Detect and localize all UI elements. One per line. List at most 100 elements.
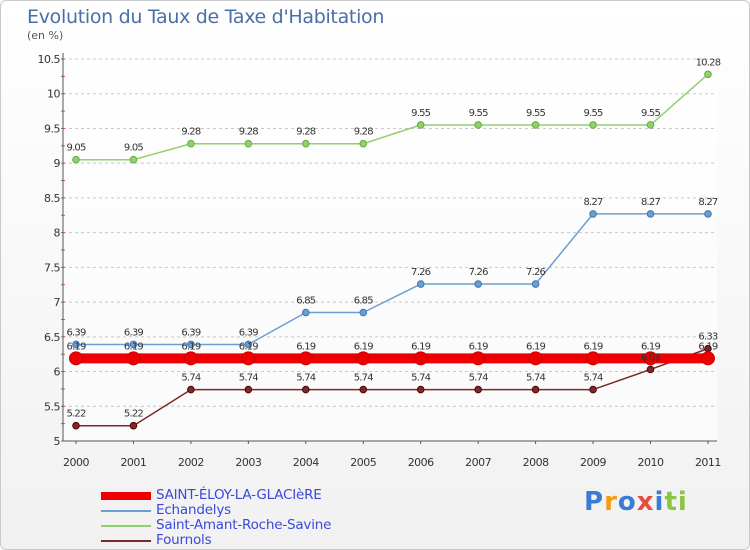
- data-label: 9.05: [124, 143, 144, 154]
- data-point: [359, 308, 368, 317]
- x-tick-label: 2006: [408, 456, 434, 469]
- legend-label: SAINT-ÉLOY-LA-GLACIèRE: [156, 487, 322, 503]
- data-point: [298, 351, 313, 366]
- data-label: 6.19: [124, 341, 144, 352]
- data-point: [126, 351, 141, 366]
- data-label: 6.85: [354, 296, 374, 307]
- x-tick-label: 2007: [465, 456, 491, 469]
- x-tick-label: 2004: [293, 456, 319, 469]
- y-axis-unit: (en %): [27, 29, 64, 42]
- data-point: [129, 340, 138, 349]
- data-point: [72, 340, 80, 349]
- data-point: [72, 155, 80, 164]
- data-label: 9.55: [584, 108, 604, 119]
- data-point: [129, 421, 138, 430]
- series-0: [69, 351, 715, 366]
- y-tick-label: 10: [47, 88, 60, 101]
- data-point: [646, 365, 655, 374]
- y-tick-label: 8: [54, 227, 61, 240]
- data-label: 8.27: [698, 197, 718, 208]
- data-label: 6.39: [124, 327, 144, 338]
- data-point: [531, 385, 540, 394]
- data-point: [359, 139, 368, 148]
- data-label: 6.19: [354, 341, 374, 352]
- data-label: 5.74: [181, 373, 201, 384]
- data-point: [589, 385, 597, 394]
- data-label: 6.19: [239, 341, 259, 352]
- data-labels-3: 5.22 5.22 5.74 5.74 5.74 5.74 5.74 5.74 5.74 5.74…: [66, 332, 718, 420]
- data-point: [646, 121, 655, 129]
- data-point: [69, 351, 83, 366]
- data-labels-2: 9.05 9.05 9.28 9.28 9.28 9.28 9.55 9.55 9.55 9.55…: [66, 57, 721, 154]
- data-label: 6.19: [698, 341, 718, 352]
- data-label: 8.27: [641, 197, 661, 208]
- data-point: [416, 280, 425, 288]
- data-label: 6.19: [411, 341, 431, 352]
- x-tick-label: 2001: [120, 456, 146, 469]
- data-point: [531, 121, 540, 129]
- logo-letter: i: [677, 487, 688, 517]
- data-point: [586, 351, 601, 366]
- legend-label: Echandelys: [156, 502, 231, 518]
- data-point: [416, 385, 425, 394]
- data-point: [302, 308, 310, 317]
- data-point: [183, 351, 198, 366]
- x-tick-label: 2010: [638, 456, 664, 469]
- x-tick-label: 2009: [580, 456, 606, 469]
- data-point: [528, 351, 543, 366]
- y-tick-label: 8.5: [44, 192, 60, 205]
- data-label: 8.27: [584, 197, 604, 208]
- data-label: 5.74: [296, 373, 316, 384]
- data-label: 9.28: [354, 127, 374, 138]
- y-tick-label: 6.5: [44, 331, 60, 344]
- data-point: [471, 351, 486, 366]
- data-label: 5.74: [584, 373, 604, 384]
- data-point: [244, 385, 253, 394]
- data-point: [244, 340, 253, 349]
- data-label: 6.39: [66, 327, 86, 338]
- data-label: 6.19: [296, 341, 316, 352]
- legend-label: Saint-Amant-Roche-Savine: [156, 517, 332, 533]
- data-point: [241, 351, 256, 366]
- data-label: 6.19: [526, 341, 546, 352]
- data-label: 9.55: [526, 108, 546, 119]
- data-label: 6.19: [66, 341, 86, 352]
- chart-title: Evolution du Taux de Taxe d'Habitation: [27, 6, 385, 28]
- data-point: [302, 139, 310, 148]
- logo-letter: t: [664, 487, 678, 517]
- data-point: [474, 121, 482, 129]
- logo-letter: x: [636, 487, 655, 517]
- data-label: 9.55: [469, 108, 489, 119]
- y-tick-label: 7.5: [44, 261, 60, 274]
- series-1: [72, 210, 712, 349]
- data-label: 9.55: [641, 108, 661, 119]
- logo-letter: o: [617, 487, 637, 517]
- data-label: 5.74: [526, 373, 546, 384]
- x-tick-label: 2000: [63, 456, 89, 469]
- x-tick-label: 2008: [523, 456, 549, 469]
- data-point: [643, 351, 658, 366]
- data-label: 6.33: [698, 332, 718, 343]
- data-label: 6.03: [641, 352, 661, 363]
- y-tick-label: 10.5: [38, 53, 61, 66]
- data-label: 7.26: [526, 267, 546, 278]
- plot-area: [63, 55, 717, 441]
- data-label: 5.74: [411, 373, 431, 384]
- data-label: 6.19: [641, 341, 661, 352]
- data-point: [474, 280, 482, 288]
- data-label: 6.19: [469, 341, 489, 352]
- legend-swatch: [101, 510, 151, 512]
- data-point: [187, 340, 195, 349]
- logo-letter: r: [604, 487, 618, 517]
- data-point: [129, 155, 138, 164]
- logo-letter: P: [584, 487, 605, 517]
- y-tick-label: 9: [54, 157, 61, 170]
- data-label: 5.74: [354, 373, 374, 384]
- y-tick-label: 7: [54, 296, 61, 309]
- logo-letter: i: [654, 487, 665, 517]
- data-point: [416, 121, 425, 129]
- legend-swatch: [101, 540, 151, 542]
- legend-swatch: [101, 492, 151, 500]
- data-label: 9.05: [66, 143, 86, 154]
